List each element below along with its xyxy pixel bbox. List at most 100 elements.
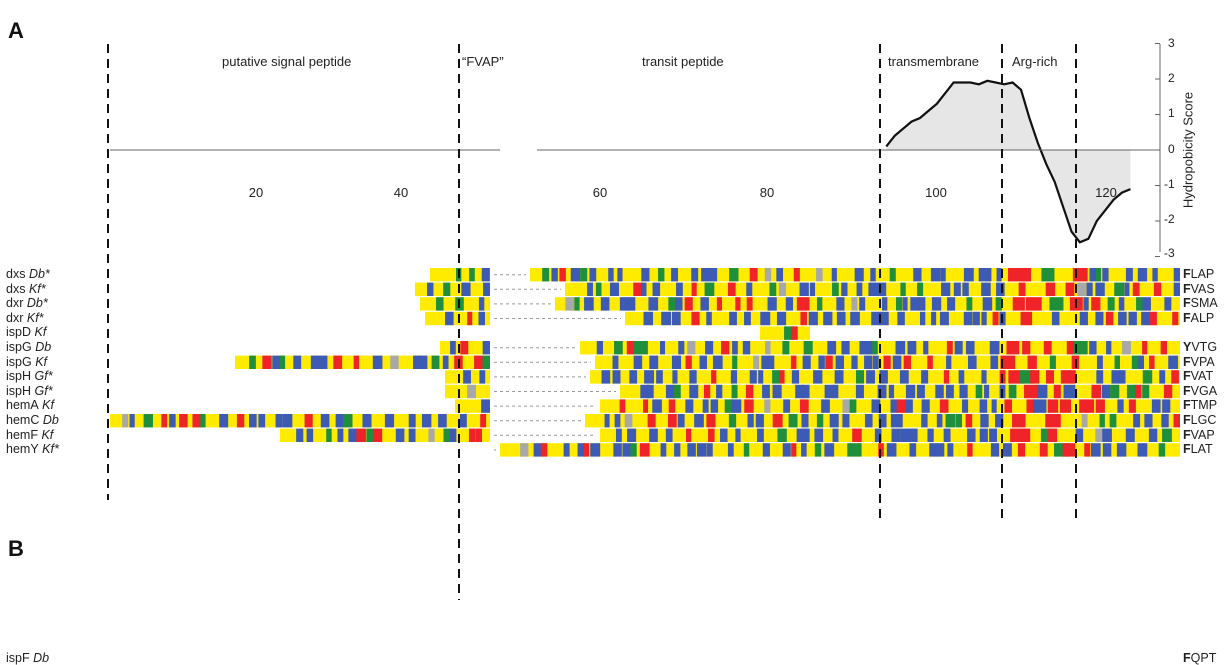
residue-mark [710, 399, 719, 413]
residue-mark [995, 297, 1002, 311]
residue-mark [1079, 311, 1088, 326]
gene-label: dxs Db* [6, 268, 50, 281]
residue-mark [356, 428, 366, 442]
residue-mark [395, 428, 405, 442]
residue-mark [691, 282, 697, 296]
residue-mark [749, 370, 757, 384]
residue-mark [762, 384, 770, 399]
residue-mark [996, 268, 1002, 282]
motif-bold-residue: F [1183, 442, 1191, 457]
residue-mark [905, 384, 916, 399]
residue-mark [1119, 370, 1126, 384]
residue-mark [1089, 341, 1097, 355]
residue-mark [589, 268, 597, 282]
residue-mark [816, 268, 823, 282]
residue-mark [1059, 399, 1072, 413]
residue-mark [814, 428, 824, 442]
residue-mark [829, 414, 839, 428]
residue-mark [930, 268, 941, 282]
residue-mark [782, 443, 791, 457]
residue-mark [480, 414, 487, 428]
residue-mark [1172, 311, 1179, 326]
y-tick-label: 2 [1168, 71, 1175, 85]
residue-mark [335, 414, 344, 428]
residue-mark [219, 414, 229, 428]
residue-mark [801, 414, 809, 428]
residue-mark [945, 414, 956, 428]
residue-mark [761, 355, 771, 369]
residue-mark [1128, 399, 1136, 413]
residue-mark [1096, 355, 1103, 369]
residue-mark [685, 399, 694, 413]
residue-mark [982, 297, 993, 311]
motif-bold-residue: Y [1183, 340, 1192, 354]
y-tick-label: 3 [1168, 36, 1175, 50]
gene-name: hemA [6, 398, 39, 413]
y-tick-label: -1 [1164, 177, 1175, 191]
gene-name: dxs [6, 281, 26, 296]
residue-mark [609, 282, 619, 296]
residue-mark [980, 414, 989, 428]
gene-label: ispH Gf* [6, 370, 53, 383]
gene-name: ispG [6, 354, 32, 369]
residue-mark [814, 443, 822, 457]
residue-mark [979, 428, 988, 442]
residue-mark [551, 268, 558, 282]
residue-mark [946, 384, 954, 399]
residue-mark [600, 297, 610, 311]
residue-mark [958, 370, 965, 384]
residue-mark [469, 268, 475, 282]
residue-mark [667, 414, 677, 428]
residue-mark [816, 297, 823, 311]
residue-mark [1101, 384, 1111, 399]
residue-mark [753, 355, 760, 369]
residue-mark [478, 311, 485, 326]
residue-mark [1134, 384, 1142, 399]
residue-mark [729, 268, 739, 282]
residue-mark [891, 428, 901, 442]
residue-mark [1122, 341, 1131, 355]
residue-mark [776, 311, 787, 326]
residue-mark [746, 282, 753, 296]
residue-mark [886, 443, 897, 457]
residue-mark [706, 311, 712, 326]
residue-mark [428, 428, 435, 442]
residue-mark [1079, 399, 1088, 413]
motif-label-b: FQPT [1183, 652, 1216, 665]
residue-mark [921, 399, 930, 413]
residue-mark [907, 341, 917, 355]
residue-mark [986, 268, 992, 282]
residue-mark [877, 384, 887, 399]
residue-mark [460, 414, 467, 428]
residue-mark [306, 428, 314, 442]
residue-mark [788, 414, 798, 428]
residue-mark [978, 268, 988, 282]
residue-mark [1085, 399, 1095, 413]
residue-mark [972, 311, 980, 326]
residue-mark [897, 414, 903, 428]
residue-mark [866, 370, 875, 384]
sequence-segment [280, 428, 490, 442]
residue-mark [981, 370, 987, 384]
motif-bold-residue: F [1183, 281, 1191, 296]
residue-mark [900, 282, 906, 296]
residue-mark [821, 399, 830, 413]
residue-mark [784, 326, 794, 340]
residue-mark [1096, 370, 1104, 384]
motif-label: FALP [1183, 311, 1214, 325]
residue-mark [1039, 443, 1048, 457]
residue-mark [648, 297, 659, 311]
residue-mark [540, 443, 548, 457]
residue-mark [1141, 311, 1151, 326]
plot-axes [110, 43, 1161, 257]
motif-rest: LAT [1190, 442, 1213, 457]
residue-mark [565, 297, 575, 311]
region-signal-peptide: putative signal peptide [222, 54, 352, 69]
residue-mark [1040, 428, 1053, 442]
residue-mark [438, 414, 447, 428]
motif-bold-residue: F [1183, 651, 1191, 665]
residue-mark [1162, 399, 1171, 413]
residue-mark [851, 355, 858, 369]
residue-mark [685, 355, 692, 369]
residue-mark [841, 341, 850, 355]
